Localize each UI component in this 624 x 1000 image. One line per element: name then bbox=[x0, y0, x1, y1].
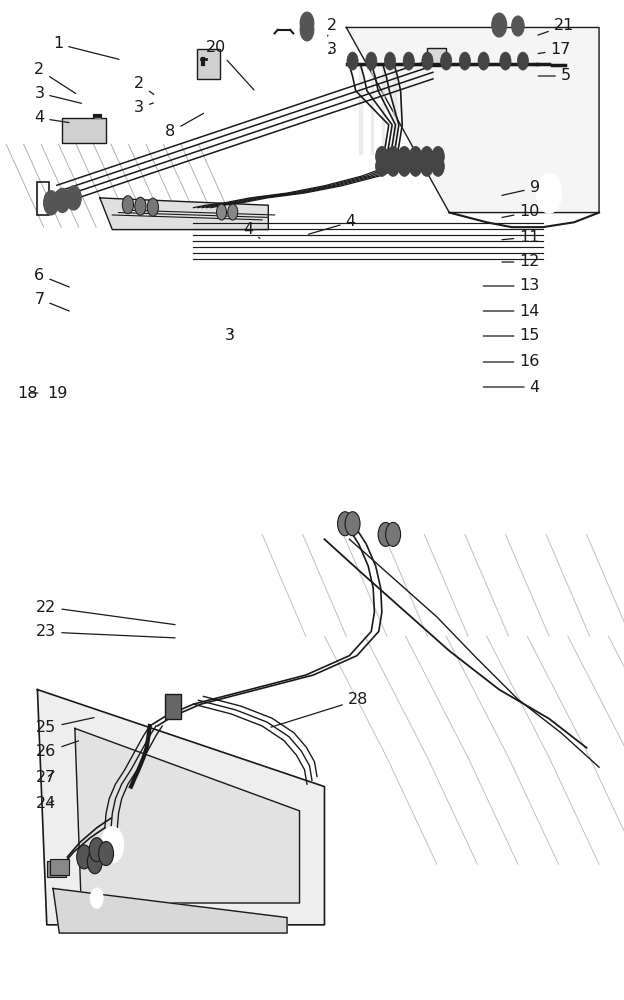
Circle shape bbox=[77, 845, 92, 869]
Text: 20: 20 bbox=[206, 40, 254, 90]
Text: 4: 4 bbox=[308, 215, 356, 234]
Text: 10: 10 bbox=[502, 205, 540, 220]
Text: 5: 5 bbox=[538, 68, 571, 84]
Circle shape bbox=[459, 52, 470, 70]
Text: 7: 7 bbox=[34, 292, 69, 311]
Circle shape bbox=[384, 52, 396, 70]
Circle shape bbox=[345, 512, 360, 536]
Text: 21: 21 bbox=[538, 18, 574, 35]
Text: 3: 3 bbox=[225, 328, 235, 342]
Circle shape bbox=[135, 197, 146, 215]
Bar bbox=[197, 49, 220, 79]
Circle shape bbox=[421, 147, 433, 167]
Text: 9: 9 bbox=[502, 180, 540, 196]
Circle shape bbox=[44, 191, 59, 215]
Circle shape bbox=[398, 156, 411, 176]
Polygon shape bbox=[37, 690, 324, 925]
Circle shape bbox=[398, 147, 411, 167]
Text: 2: 2 bbox=[327, 17, 337, 36]
Text: 2: 2 bbox=[134, 77, 154, 94]
Text: 15: 15 bbox=[483, 328, 540, 344]
Circle shape bbox=[422, 52, 433, 70]
Circle shape bbox=[217, 204, 227, 220]
Text: 16: 16 bbox=[483, 355, 540, 369]
Text: 23: 23 bbox=[36, 624, 175, 640]
Bar bbox=[47, 861, 66, 877]
Circle shape bbox=[376, 156, 388, 176]
Circle shape bbox=[147, 198, 158, 216]
Text: 19: 19 bbox=[47, 385, 67, 400]
Circle shape bbox=[421, 156, 433, 176]
Polygon shape bbox=[100, 198, 268, 230]
Text: 13: 13 bbox=[483, 278, 540, 294]
Circle shape bbox=[492, 13, 507, 37]
Circle shape bbox=[378, 522, 393, 546]
Circle shape bbox=[409, 147, 422, 167]
Text: 2: 2 bbox=[34, 62, 76, 93]
Circle shape bbox=[89, 838, 104, 862]
Text: 6: 6 bbox=[34, 267, 69, 287]
Text: 14: 14 bbox=[483, 304, 540, 318]
Text: 24: 24 bbox=[36, 796, 56, 812]
Circle shape bbox=[90, 888, 103, 908]
Circle shape bbox=[403, 52, 414, 70]
Circle shape bbox=[387, 156, 399, 176]
Bar bbox=[62, 118, 106, 143]
Circle shape bbox=[99, 842, 114, 866]
Bar bbox=[50, 859, 69, 875]
Text: 11: 11 bbox=[502, 230, 540, 244]
Polygon shape bbox=[346, 27, 599, 213]
Circle shape bbox=[338, 512, 353, 536]
Circle shape bbox=[387, 147, 399, 167]
Circle shape bbox=[432, 156, 444, 176]
Text: 3: 3 bbox=[327, 41, 337, 56]
Circle shape bbox=[55, 188, 70, 212]
Text: 1: 1 bbox=[53, 36, 119, 59]
Circle shape bbox=[366, 52, 377, 70]
Text: 4: 4 bbox=[243, 223, 260, 238]
Circle shape bbox=[386, 522, 401, 546]
Text: 4: 4 bbox=[34, 110, 69, 125]
Bar bbox=[37, 182, 49, 215]
Text: 8: 8 bbox=[165, 113, 203, 139]
Text: 28: 28 bbox=[271, 692, 368, 727]
Text: 3: 3 bbox=[134, 101, 154, 115]
Text: 26: 26 bbox=[36, 741, 79, 760]
Circle shape bbox=[409, 156, 422, 176]
Circle shape bbox=[300, 19, 314, 41]
Circle shape bbox=[500, 52, 511, 70]
Text: 3: 3 bbox=[34, 86, 82, 103]
Text: 12: 12 bbox=[502, 254, 540, 269]
Circle shape bbox=[122, 196, 134, 214]
Text: 27: 27 bbox=[36, 770, 56, 786]
Circle shape bbox=[537, 173, 562, 213]
Circle shape bbox=[512, 16, 524, 36]
Polygon shape bbox=[53, 888, 287, 933]
Polygon shape bbox=[75, 728, 300, 903]
Circle shape bbox=[432, 147, 444, 167]
Bar bbox=[165, 694, 181, 719]
Circle shape bbox=[87, 850, 102, 874]
Circle shape bbox=[478, 52, 489, 70]
Bar bbox=[427, 48, 446, 66]
Circle shape bbox=[517, 52, 529, 70]
Text: 4: 4 bbox=[483, 379, 540, 394]
Circle shape bbox=[66, 186, 81, 210]
Text: 25: 25 bbox=[36, 718, 94, 736]
Circle shape bbox=[228, 204, 238, 220]
Text: 22: 22 bbox=[36, 599, 175, 625]
Circle shape bbox=[376, 147, 388, 167]
Text: 18: 18 bbox=[17, 385, 38, 400]
Circle shape bbox=[101, 827, 124, 863]
Circle shape bbox=[300, 12, 314, 34]
Circle shape bbox=[441, 52, 452, 70]
Circle shape bbox=[347, 52, 358, 70]
Text: 17: 17 bbox=[538, 42, 571, 57]
